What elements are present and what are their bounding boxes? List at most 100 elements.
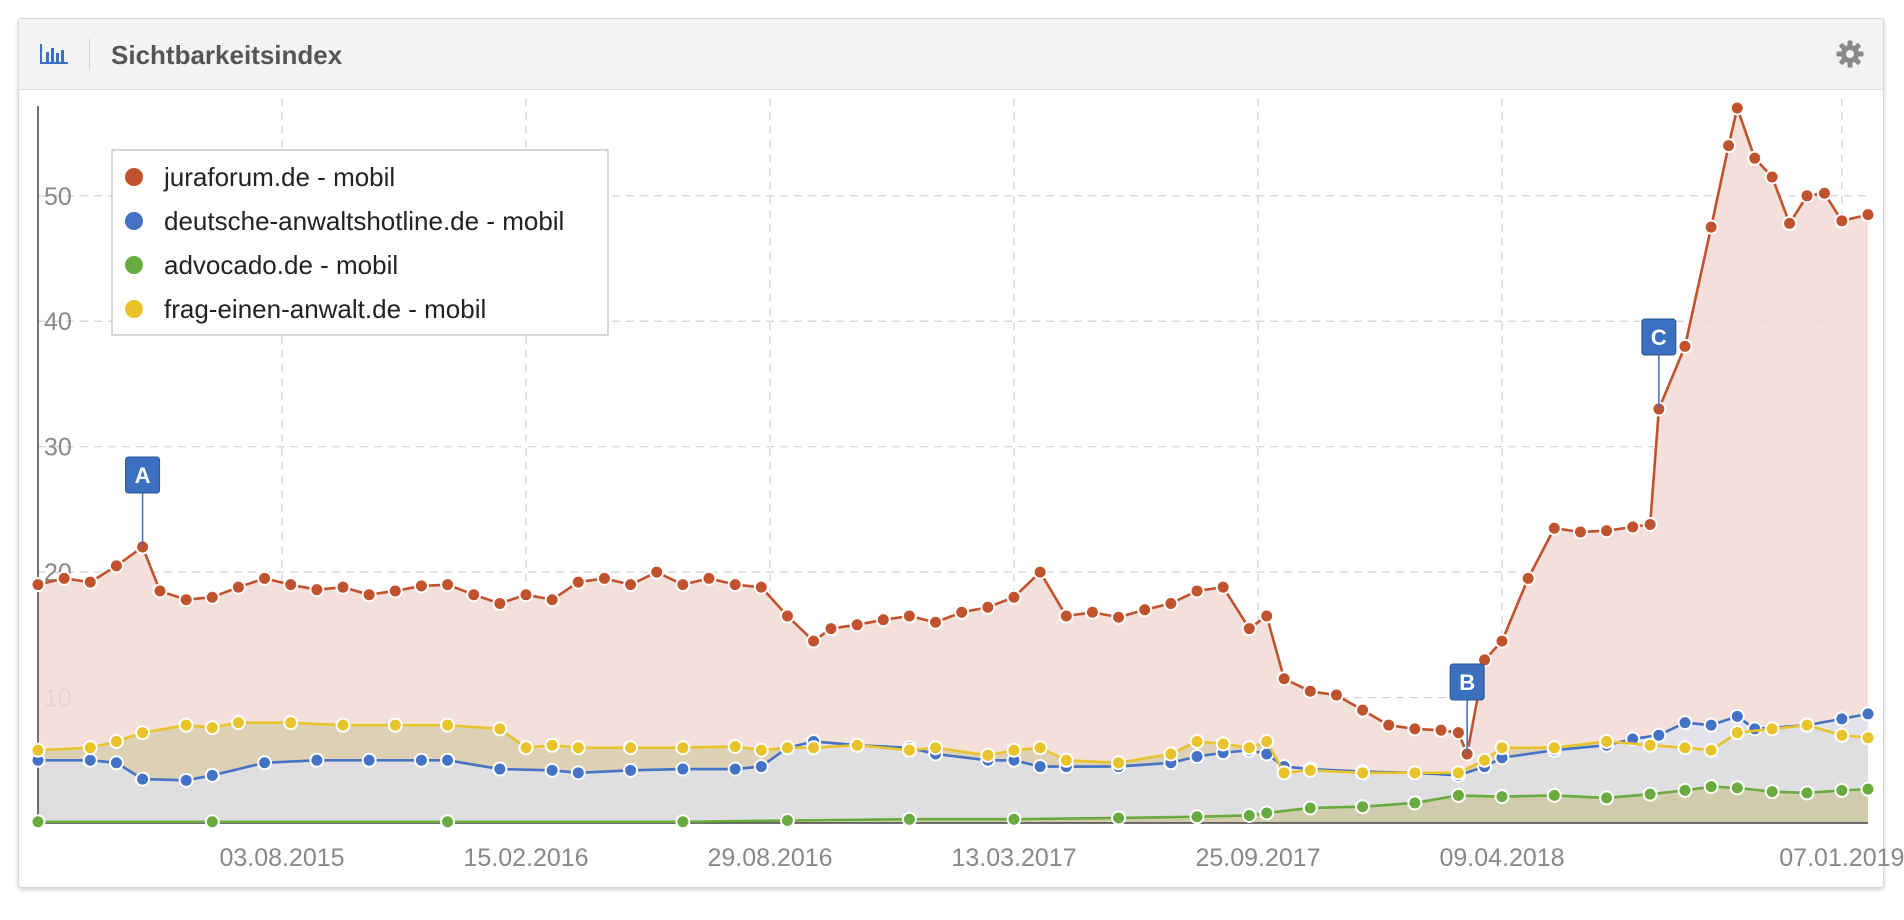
data-point [1546, 520, 1562, 536]
data-point [1816, 185, 1832, 201]
data-point [1703, 779, 1719, 795]
data-point [823, 621, 839, 637]
data-point [1729, 725, 1745, 741]
data-point [1651, 727, 1667, 743]
data-point [1703, 717, 1719, 733]
data-point [570, 765, 586, 781]
annotation-flag [125, 456, 161, 494]
data-point [1721, 138, 1737, 154]
data-point [204, 767, 220, 783]
data-point [1642, 737, 1658, 753]
data-point [1355, 799, 1371, 815]
legend-marker [125, 168, 143, 186]
x-tick-label: 09.04.2018 [1439, 844, 1564, 872]
data-point [1302, 762, 1318, 778]
data-point [135, 725, 151, 741]
data-point [387, 583, 403, 599]
data-point [492, 595, 508, 611]
data-point [1032, 759, 1048, 775]
data-point [1520, 570, 1536, 586]
data-point [1546, 787, 1562, 803]
y-tick-label: 50 [44, 183, 72, 211]
data-point [1111, 609, 1127, 625]
data-point [1137, 602, 1153, 618]
series-area [38, 786, 1868, 823]
data-point [1450, 787, 1466, 803]
data-point [1799, 785, 1815, 801]
data-point [849, 617, 865, 633]
data-point [440, 577, 456, 593]
data-point [309, 582, 325, 598]
data-point [335, 717, 351, 733]
data-point [1450, 765, 1466, 781]
data-point [1764, 169, 1780, 185]
data-point [1599, 523, 1615, 539]
data-point [727, 577, 743, 593]
data-point [361, 587, 377, 603]
data-point [544, 737, 560, 753]
data-point [1058, 752, 1074, 768]
data-point [1642, 786, 1658, 802]
data-point [361, 752, 377, 768]
data-point [675, 740, 691, 756]
data-point [1677, 715, 1693, 731]
data-point [1860, 781, 1876, 797]
series-area [38, 713, 1868, 823]
data-point [980, 747, 996, 763]
data-point [928, 614, 944, 630]
data-point [779, 812, 795, 828]
data-point [108, 733, 124, 749]
data-point [1860, 207, 1876, 223]
panel-header: Sichtbarkeitsindex [19, 19, 1883, 90]
data-point [727, 761, 743, 777]
legend-marker [125, 256, 143, 274]
data-point [1834, 711, 1850, 727]
legend-label: deutsche-anwaltshotline.de - mobil [164, 206, 564, 236]
data-point [1163, 746, 1179, 762]
data-point [178, 592, 194, 608]
data-point [1494, 633, 1510, 649]
data-point [1407, 795, 1423, 811]
data-point [257, 570, 273, 586]
data-point [901, 608, 917, 624]
data-point [1189, 583, 1205, 599]
data-point [230, 715, 246, 731]
data-point [1799, 188, 1815, 204]
data-point [980, 599, 996, 615]
data-point [1747, 150, 1763, 166]
data-point [1189, 749, 1205, 765]
bar-chart-icon [40, 44, 68, 64]
data-point [1546, 740, 1562, 756]
chart-legend: juraforum.de - mobil deutsche-anwaltshotl… [111, 149, 609, 336]
x-tick-label: 25.09.2017 [1195, 844, 1320, 872]
data-point [204, 814, 220, 830]
annotation-label: C [1651, 325, 1667, 350]
data-point [440, 717, 456, 733]
data-point [1407, 765, 1423, 781]
data-point [1703, 219, 1719, 235]
data-point [108, 558, 124, 574]
data-point [82, 740, 98, 756]
data-point [1215, 736, 1231, 752]
data-point [1084, 604, 1100, 620]
data-point [1599, 733, 1615, 749]
gear-icon[interactable] [1835, 39, 1865, 69]
data-point [623, 577, 639, 593]
data-point [466, 587, 482, 603]
data-point [675, 814, 691, 830]
data-point [1006, 589, 1022, 605]
data-point [1259, 733, 1275, 749]
data-point [1834, 727, 1850, 743]
data-point [596, 570, 612, 586]
legend-label: juraforum.de - mobil [163, 162, 395, 192]
data-point [1241, 740, 1257, 756]
data-point [413, 752, 429, 768]
data-point [135, 771, 151, 787]
data-point [1163, 595, 1179, 611]
data-point [806, 740, 822, 756]
data-point [283, 715, 299, 731]
data-point [1111, 755, 1127, 771]
data-point [518, 587, 534, 603]
data-point [309, 752, 325, 768]
data-point [1450, 725, 1466, 741]
